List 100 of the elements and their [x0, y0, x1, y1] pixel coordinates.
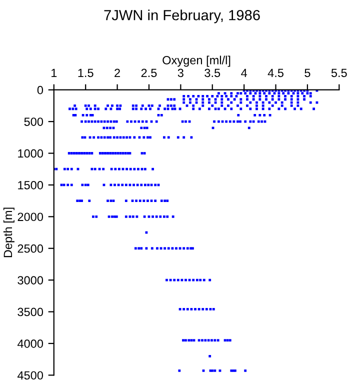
point [228, 120, 232, 123]
point [110, 200, 112, 202]
point [89, 108, 92, 110]
point [173, 278, 176, 282]
point [188, 278, 191, 282]
point [72, 108, 74, 110]
point [173, 98, 176, 101]
point [278, 94, 280, 98]
point [103, 136, 106, 139]
point [290, 94, 293, 98]
point [220, 98, 224, 101]
point [225, 120, 228, 123]
point [230, 94, 233, 98]
point [296, 92, 300, 95]
point [244, 120, 247, 123]
point [268, 92, 271, 95]
point [244, 92, 247, 95]
point [232, 120, 236, 123]
x-tick-label: 2.5 [141, 68, 157, 78]
point [252, 94, 255, 98]
point [182, 136, 186, 139]
point [252, 98, 255, 101]
point [186, 247, 189, 250]
point [278, 98, 280, 101]
point [129, 168, 132, 170]
point [92, 136, 96, 139]
x-tick-label: 3.5 [204, 68, 220, 78]
point [106, 126, 108, 130]
point [63, 168, 66, 170]
point [76, 200, 79, 202]
point [263, 92, 266, 95]
x-tick-label: 4.5 [268, 68, 284, 78]
point [182, 98, 186, 101]
point [108, 215, 110, 218]
point [140, 108, 143, 110]
point [182, 94, 186, 98]
point [170, 98, 172, 101]
point [240, 98, 242, 101]
point [262, 108, 264, 110]
point [258, 94, 262, 98]
point [290, 98, 293, 101]
point [159, 215, 162, 218]
point [122, 136, 125, 139]
point [240, 108, 242, 110]
point [118, 108, 122, 110]
point [110, 168, 113, 170]
point [110, 108, 112, 110]
point [138, 200, 142, 202]
point [167, 247, 170, 250]
point [181, 120, 184, 123]
point [196, 278, 198, 282]
point [166, 200, 169, 202]
point [81, 136, 84, 139]
point [224, 108, 226, 110]
point [172, 215, 174, 218]
point [162, 136, 166, 139]
point [301, 92, 304, 95]
point [197, 94, 200, 98]
point [74, 108, 78, 110]
point [132, 108, 134, 110]
point [134, 247, 137, 250]
point [55, 168, 58, 170]
point [100, 120, 103, 123]
point [86, 108, 88, 110]
point [141, 120, 144, 123]
point [145, 247, 148, 250]
point [188, 120, 191, 123]
point [192, 94, 195, 98]
point [167, 136, 170, 139]
point [257, 120, 260, 123]
point [102, 168, 105, 170]
y-tick-label: 2500 [18, 244, 44, 253]
point [171, 108, 174, 110]
y-tick-label: 2000 [18, 212, 44, 222]
point [176, 136, 180, 139]
x-axis-title: Oxygen [ml/l] [162, 56, 230, 67]
chart-title: 7JWN in February, 1986 [104, 10, 260, 24]
point [100, 136, 103, 139]
point [155, 215, 158, 218]
point [192, 108, 195, 110]
point [202, 94, 204, 98]
point [124, 215, 128, 218]
point [84, 120, 87, 123]
point [126, 120, 129, 123]
y-tick-label: 0 [37, 86, 44, 94]
point [208, 278, 212, 282]
point [224, 92, 226, 95]
point [164, 108, 166, 110]
point [88, 200, 91, 202]
point [202, 98, 204, 101]
point [249, 92, 252, 95]
point [309, 94, 312, 98]
point [109, 126, 112, 130]
point [90, 120, 94, 123]
point [249, 108, 252, 110]
y-tick-label: 1500 [18, 180, 44, 190]
point [208, 354, 212, 358]
point [140, 247, 143, 250]
point [248, 126, 250, 130]
point [166, 215, 169, 218]
